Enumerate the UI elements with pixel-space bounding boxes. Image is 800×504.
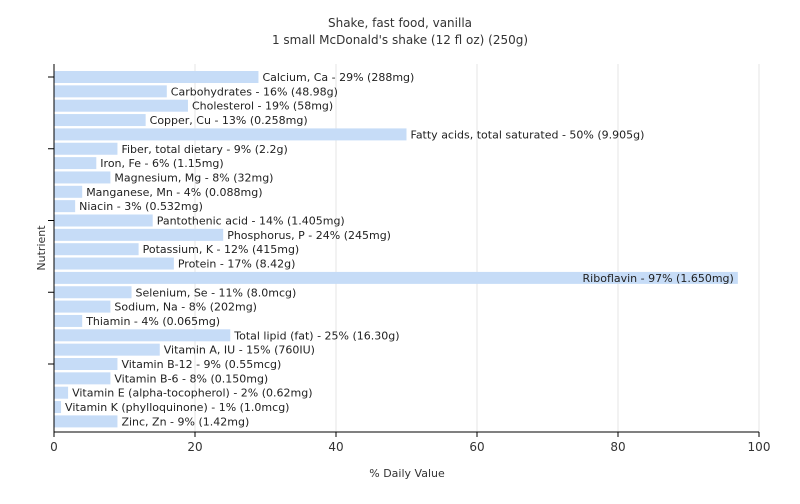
bar xyxy=(54,271,738,284)
bar-label: Vitamin B-6 - 8% (0.150mg) xyxy=(114,372,268,385)
bar-label: Calcium, Ca - 29% (288mg) xyxy=(262,71,414,84)
bar-label: Fiber, total dietary - 9% (2.2g) xyxy=(121,143,287,156)
bar-label: Pantothenic acid - 14% (1.405mg) xyxy=(157,215,345,228)
bar-label: Manganese, Mn - 4% (0.088mg) xyxy=(86,186,262,199)
x-axis-label: % Daily Value xyxy=(369,467,445,480)
bar xyxy=(54,228,224,241)
chart-title: Shake, fast food, vanilla xyxy=(328,16,472,30)
bar xyxy=(54,128,407,141)
bar-label: Thiamin - 4% (0.065mg) xyxy=(85,315,220,328)
x-tick-label: 80 xyxy=(610,440,625,454)
x-tick-label: 40 xyxy=(328,440,343,454)
bar xyxy=(54,415,118,428)
bar-label: Magnesium, Mg - 8% (32mg) xyxy=(114,171,273,184)
bar xyxy=(54,243,139,256)
bar-label: Vitamin B-12 - 9% (0.55mcg) xyxy=(121,358,281,371)
axes: 0 20 40 60 80 100 xyxy=(48,64,770,454)
bar-label: Sodium, Na - 8% (202mg) xyxy=(114,301,257,314)
bar xyxy=(54,329,231,342)
chart-subtitle: 1 small McDonald's shake (12 fl oz) (250… xyxy=(272,33,528,47)
bar xyxy=(54,71,259,83)
x-tick-label: 60 xyxy=(469,440,484,454)
bar xyxy=(54,257,174,270)
x-tick-label: 0 xyxy=(50,440,58,454)
bar-label: Carbohydrates - 16% (48.98g) xyxy=(171,85,338,98)
bar xyxy=(54,142,118,155)
bar xyxy=(54,185,83,198)
bar-label: Selenium, Se - 11% (8.0mcg) xyxy=(136,286,297,299)
bar-label: Vitamin E (alpha-tocopherol) - 2% (0.62m… xyxy=(72,387,312,400)
bar xyxy=(54,114,146,127)
bar-label: Niacin - 3% (0.532mg) xyxy=(79,200,203,213)
bars: Calcium, Ca - 29% (288mg)Carbohydrates -… xyxy=(54,71,738,428)
bar-label: Phosphorus, P - 24% (245mg) xyxy=(227,229,391,242)
bar xyxy=(54,214,153,227)
bar-label: Protein - 17% (8.42g) xyxy=(178,258,296,271)
bar-label: Zinc, Zn - 9% (1.42mg) xyxy=(121,415,249,428)
bar-label: Copper, Cu - 13% (0.258mg) xyxy=(150,114,308,127)
bar-label: Total lipid (fat) - 25% (16.30g) xyxy=(233,329,399,342)
bar xyxy=(54,386,69,399)
bar-label: Cholesterol - 19% (58mg) xyxy=(192,100,333,113)
bar-label: Riboflavin - 97% (1.650mg) xyxy=(583,272,734,285)
bar xyxy=(54,99,188,112)
bar xyxy=(54,157,97,170)
bar xyxy=(54,372,111,385)
x-tick-label: 100 xyxy=(748,440,771,454)
bar xyxy=(54,343,160,356)
bar xyxy=(54,358,118,370)
grid-lines xyxy=(194,64,760,432)
bar xyxy=(54,171,111,184)
bar xyxy=(54,85,167,98)
bar-label: Vitamin A, IU - 15% (760IU) xyxy=(164,344,315,357)
bar-label: Fatty acids, total saturated - 50% (9.90… xyxy=(411,128,645,141)
bar xyxy=(54,286,132,299)
bar xyxy=(54,314,83,327)
x-tick-label: 20 xyxy=(187,440,202,454)
bar-label: Iron, Fe - 6% (1.15mg) xyxy=(100,157,223,170)
y-axis-label: Nutrient xyxy=(35,225,48,271)
bar xyxy=(54,200,76,213)
bar-label: Potassium, K - 12% (415mg) xyxy=(143,243,300,256)
bar xyxy=(54,300,111,313)
bar xyxy=(54,401,62,414)
bar-label: Vitamin K (phylloquinone) - 1% (1.0mcg) xyxy=(65,401,289,414)
